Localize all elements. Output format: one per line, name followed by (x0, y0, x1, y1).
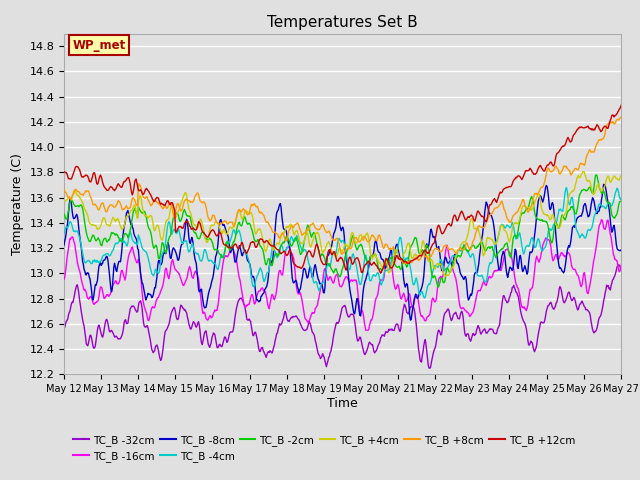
Legend: TC_B -32cm, TC_B -16cm, TC_B -8cm, TC_B -4cm, TC_B -2cm, TC_B +4cm, TC_B +8cm, T: TC_B -32cm, TC_B -16cm, TC_B -8cm, TC_B … (69, 431, 579, 466)
Title: Temperatures Set B: Temperatures Set B (267, 15, 418, 30)
Y-axis label: Temperature (C): Temperature (C) (11, 153, 24, 255)
Text: WP_met: WP_met (72, 39, 125, 52)
X-axis label: Time: Time (327, 397, 358, 410)
